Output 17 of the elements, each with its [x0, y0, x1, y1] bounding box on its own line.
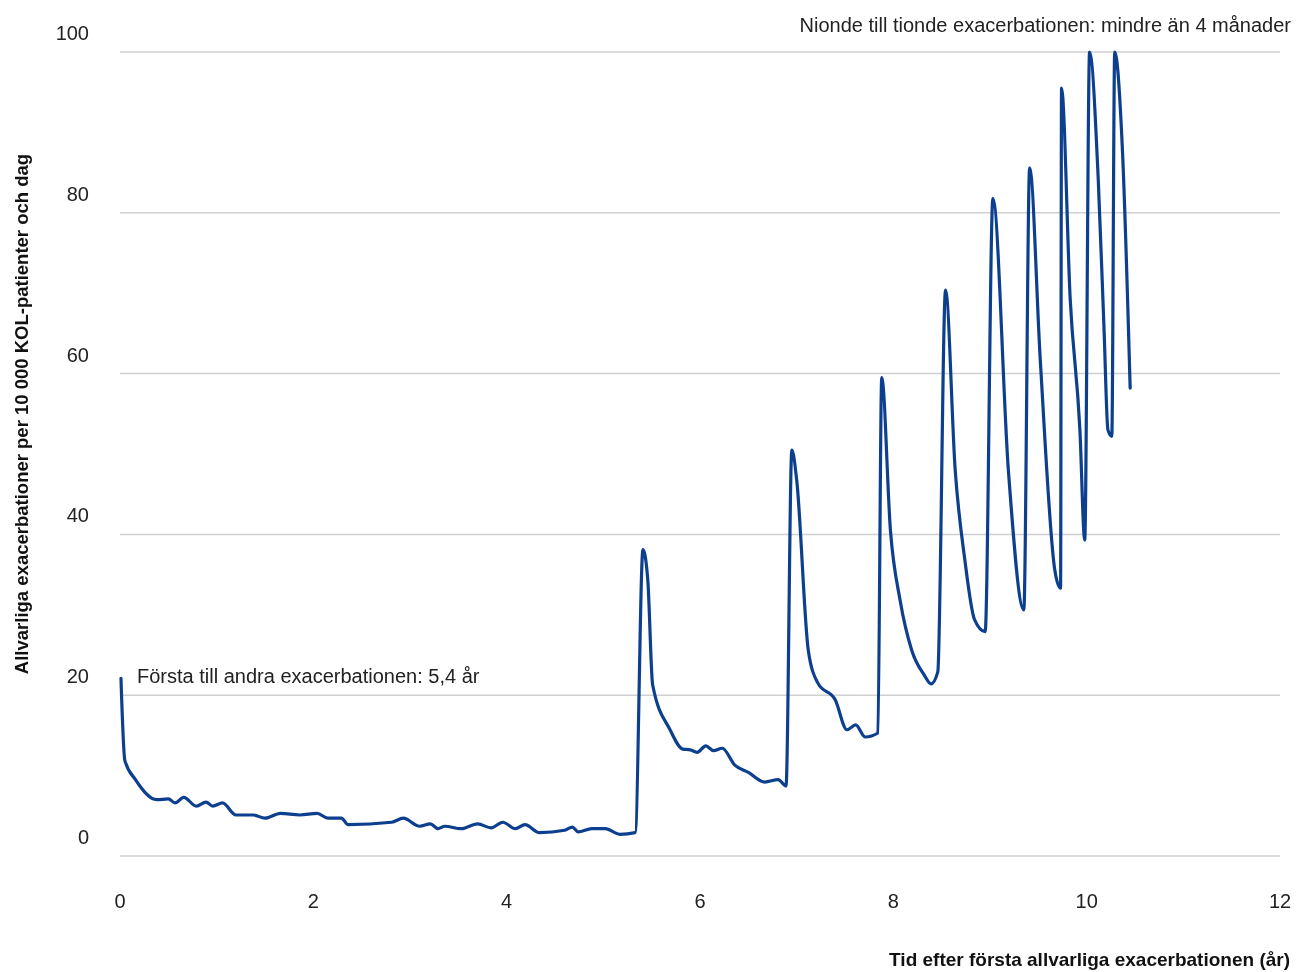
x-tick-label: 8 [887, 890, 899, 912]
x-tick-label: 6 [694, 890, 706, 912]
y-axis-title: Allvarliga exacerbationer per 10 000 KOL-patienter och dag [11, 153, 32, 675]
annotation: Första till andra exacerbationen: 5,4 år [137, 665, 480, 687]
x-tick-label: 2 [307, 890, 319, 912]
x-tick-label: 12 [1268, 890, 1292, 912]
y-tick-label: 20 [66, 665, 89, 688]
y-tick-label: 60 [66, 343, 89, 366]
x-axis-title: Tid efter första allvarliga exacerbationen (år) [889, 949, 1290, 970]
y-tick-label: 80 [66, 182, 89, 205]
x-tick-label: 4 [501, 890, 513, 912]
y-tick-label: 40 [66, 504, 89, 527]
x-tick-label: 0 [114, 890, 126, 912]
x-tick-label: 10 [1075, 890, 1098, 912]
y-tick-label: 100 [55, 22, 89, 44]
y-tick-label: 0 [77, 826, 89, 848]
text: Nionde till tionde exacerbationen: mindre än 4 månader [799, 14, 1292, 36]
